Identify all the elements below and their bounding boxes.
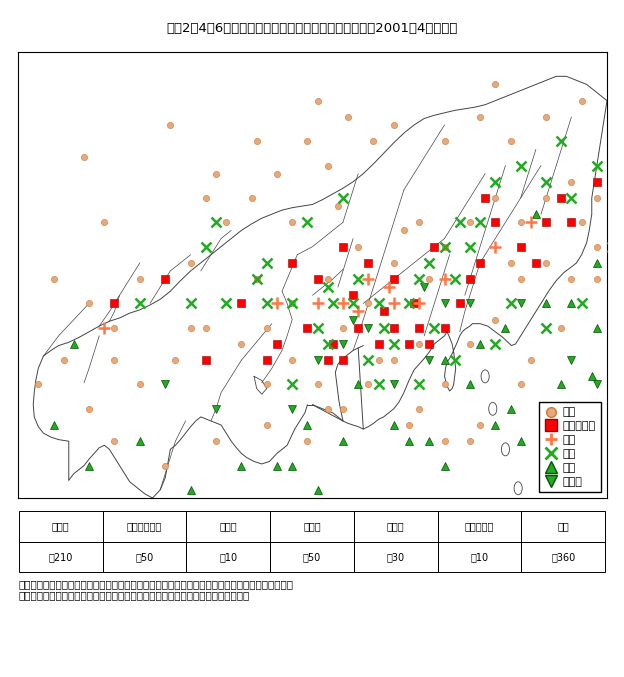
Text: （図2－4－6）　東海地域等における地震常時監視網（2001年4月現在）: （図2－4－6） 東海地域等における地震常時監視網（2001年4月現在） [167,22,457,35]
Text: 終10: 終10 [219,552,237,562]
Text: 終50: 終50 [303,552,321,562]
Legend: 地震, 地殻岩石歪, 伸縮, 傾斜, 検潮, 地下水: 地震, 地殻岩石歪, 伸縮, 傾斜, 検潮, 地下水 [539,402,602,492]
Text: 地下水位計: 地下水位計 [465,521,494,531]
Text: 検潮計: 検潮計 [387,521,404,531]
Text: 地殻岩石歪計: 地殻岩石歪計 [127,521,162,531]
Text: 注）東海地域等で発生した地震の監視は，当該地域内だけでなく当該地域外に設置されている地震
　計も利用しており，その数は地震の規模によって異なるため概数で示してい: 注）東海地域等で発生した地震の監視は，当該地域内だけでなく当該地域外に設置されて… [19,579,294,600]
Text: 終360: 終360 [551,552,575,562]
Text: 合計: 合計 [557,521,569,531]
Text: 地震計: 地震計 [52,521,69,531]
Text: 伸縮計: 伸縮計 [220,521,237,531]
Text: 終210: 終210 [49,552,73,562]
Text: 終50: 終50 [135,552,154,562]
Text: 終30: 終30 [387,552,405,562]
Text: 終10: 終10 [470,552,489,562]
Text: 傾斜計: 傾斜計 [303,521,321,531]
